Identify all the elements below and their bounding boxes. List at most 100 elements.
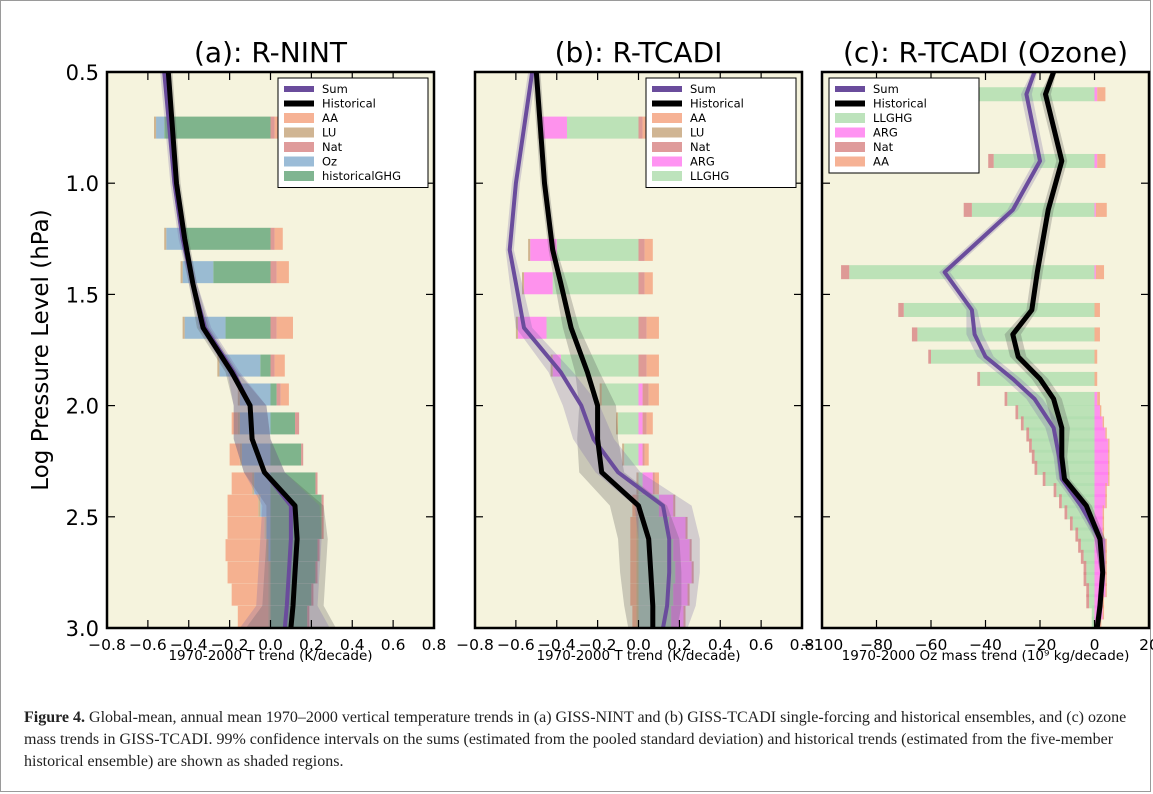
- bar-llghg: [993, 153, 1095, 168]
- bar-arg: [1094, 265, 1096, 280]
- bar-aa: [1094, 349, 1098, 364]
- bar-llghg: [552, 272, 639, 295]
- bar-arg: [1094, 505, 1103, 520]
- x-tick-label: −0.8: [456, 636, 494, 654]
- bar-arg: [673, 583, 688, 606]
- bar-nat: [652, 472, 655, 495]
- bar-lu: [622, 443, 625, 466]
- bar-nat: [321, 494, 324, 517]
- bar-aa: [1105, 549, 1107, 564]
- bar-lu: [522, 272, 525, 295]
- bar-nat: [270, 261, 277, 284]
- x-tick-label: −0.2: [579, 636, 617, 654]
- bar-aa: [276, 316, 293, 339]
- legend-label-aa: AA: [690, 111, 706, 125]
- legend-swatch-nat: [835, 142, 865, 152]
- bar-nat: [1053, 483, 1057, 498]
- bar-lu: [550, 354, 553, 377]
- panel-title: (a): R-NINT: [194, 36, 348, 69]
- bar-lu: [182, 316, 185, 339]
- x-axis-label: 1970-2000 T trend (K/decade): [536, 648, 740, 664]
- bar-aa: [1108, 438, 1110, 453]
- legend-swatch-lu: [652, 127, 682, 138]
- bar-nat: [638, 116, 643, 139]
- bar-nat: [638, 272, 645, 295]
- legend-label-nat: Nat: [690, 140, 711, 154]
- bar-nat: [311, 583, 314, 606]
- bar-llghg: [1034, 449, 1095, 464]
- bar-nat: [673, 494, 676, 517]
- x-tick-label: −0.2: [211, 636, 249, 654]
- legend-swatch-aa: [652, 113, 682, 123]
- bar-nat: [295, 412, 300, 435]
- bar-llghg: [903, 302, 1095, 317]
- x-tick-label: 0.8: [790, 636, 815, 654]
- series-line-historical: [1010, 72, 1106, 628]
- bar-nat: [928, 349, 931, 364]
- plot-area: [505, 72, 700, 628]
- bar-nat: [307, 605, 310, 628]
- legend-swatch-historical: [284, 100, 314, 107]
- legend-label-sum: Sum: [690, 82, 716, 96]
- bar-nat: [315, 472, 318, 495]
- x-tick-label: 20: [1139, 636, 1153, 654]
- bar-aa: [654, 472, 659, 495]
- bar-aa: [1105, 427, 1107, 442]
- historical-confidence-band: [164, 72, 336, 628]
- bar-arg: [1094, 471, 1109, 486]
- bar-aa: [227, 494, 259, 517]
- bar-llghg: [1045, 471, 1095, 486]
- legend-swatch-llghg: [835, 113, 865, 123]
- x-tick-label: −80: [860, 636, 893, 654]
- bar-aa: [646, 412, 653, 435]
- bar-lu: [266, 539, 269, 562]
- bar-llghg: [1078, 527, 1095, 542]
- legend-label-arg: ARG: [873, 126, 898, 140]
- bar-historicalghg: [270, 412, 296, 435]
- bar-aa: [1097, 391, 1100, 406]
- bar-nat: [1026, 427, 1030, 442]
- legend-swatch-nat: [652, 142, 682, 152]
- bar-aa: [1095, 265, 1105, 280]
- caption-text: Global-mean, annual mean 1970–2000 verti…: [24, 709, 1127, 770]
- bar-nat: [638, 316, 647, 339]
- bar-nat: [301, 443, 304, 466]
- bar-aa: [1105, 560, 1107, 575]
- panel-title: (b): R-TCADI: [555, 36, 723, 69]
- bar-nat: [1029, 438, 1032, 453]
- y-axis-label: Log Pressure Level (hPa): [28, 209, 54, 490]
- bar-nat: [1015, 405, 1019, 420]
- bar-lu: [252, 472, 255, 495]
- bar-lu: [515, 316, 518, 339]
- bar-lu: [217, 354, 220, 377]
- bar-aa: [227, 561, 269, 584]
- bar-lu: [616, 412, 619, 435]
- bar-arg: [1094, 202, 1096, 217]
- bar-aa: [1094, 371, 1098, 386]
- x-tick-label: 0.6: [749, 636, 774, 654]
- bar-nat: [689, 539, 692, 562]
- x-tick-label: 0.6: [381, 636, 406, 654]
- bar-historicalghg: [225, 316, 271, 339]
- bar-aa: [1094, 327, 1100, 342]
- bar-lu: [636, 605, 639, 628]
- legend-label-lu: LU: [690, 126, 704, 140]
- legend-swatch-arg: [652, 156, 682, 167]
- y-tick-label: 1.5: [66, 283, 99, 307]
- bar-aa: [231, 583, 269, 606]
- bar-arg: [1094, 391, 1098, 406]
- legend-label-nat: Nat: [322, 140, 343, 154]
- legend-label-sum: Sum: [873, 82, 899, 96]
- bar-lu: [599, 383, 602, 406]
- figure-svg: Log Pressure Level (hPa) (a): R-NINT −0.8…: [28, 36, 1153, 664]
- x-tick-label: −20: [1024, 636, 1057, 654]
- bar-aa: [646, 354, 659, 377]
- bar-aa: [644, 272, 653, 295]
- bar-llghg: [638, 472, 643, 495]
- bar-nat: [270, 354, 275, 377]
- bar-llghg: [1091, 616, 1095, 628]
- legend-label-historical: Historical: [690, 97, 744, 111]
- legend-label-historical: Historical: [873, 97, 927, 111]
- bar-aa: [231, 412, 238, 435]
- bar-nat: [685, 516, 688, 539]
